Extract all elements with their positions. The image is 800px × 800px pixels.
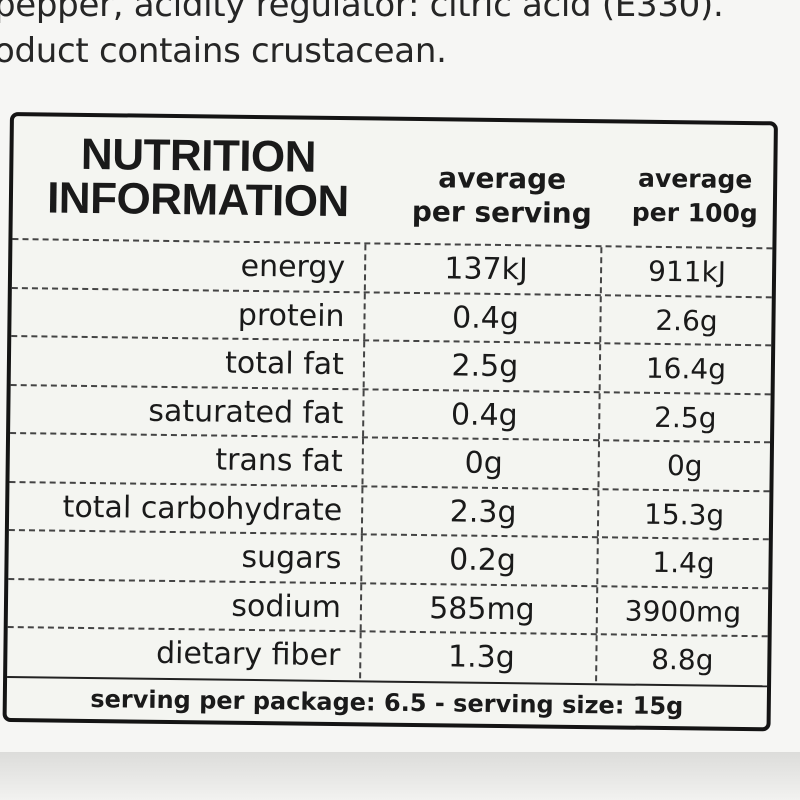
nutrient-name: energy bbox=[240, 248, 346, 286]
column-header-line: per serving bbox=[411, 194, 592, 231]
per-100g-value: 3900mg bbox=[595, 586, 769, 635]
nutrient-name: saturated fat bbox=[148, 393, 344, 431]
column-header-line: average bbox=[637, 163, 753, 195]
title-line: INFORMATION bbox=[46, 173, 350, 227]
per-100g-value: 1.4g bbox=[596, 538, 769, 587]
per-100g-value: 0g bbox=[597, 441, 771, 490]
per-100g-value: 911kJ bbox=[599, 247, 773, 296]
nutrient-name: trans fat bbox=[215, 442, 343, 480]
nutrient-name: total fat bbox=[224, 345, 345, 383]
ingredients-text: pepper, acidity regulator: citric acid (… bbox=[0, 0, 800, 74]
ingredients-line: oduct contains crustacean. bbox=[0, 31, 447, 71]
per-100g-value: 15.3g bbox=[596, 489, 770, 538]
per-serving-value: 2.3g bbox=[360, 486, 604, 536]
per-100g-value: 2.5g bbox=[598, 392, 771, 441]
per-serving-value: 0.4g bbox=[362, 389, 605, 439]
column-header-per-100g: average per 100g bbox=[613, 161, 778, 231]
nutrition-title: NUTRITION INFORMATION bbox=[35, 130, 362, 227]
nutrition-rows: energy 137kJ 911kJ protein 0.4g 2.6g tot… bbox=[7, 238, 773, 684]
nutrient-name: sodium bbox=[231, 588, 342, 625]
column-header-per-serving: average per serving bbox=[395, 161, 610, 232]
table-row: dietary fiber 1.3g 8.8g bbox=[7, 626, 768, 684]
serving-info-footer: serving per package: 6.5 - serving size:… bbox=[6, 676, 768, 728]
per-serving-value: 2.5g bbox=[362, 341, 606, 391]
per-serving-value: 137kJ bbox=[363, 244, 607, 294]
per-serving-value: 0.4g bbox=[363, 292, 606, 342]
nutrient-name: protein bbox=[237, 297, 345, 334]
nutrition-panel: NUTRITION INFORMATION average per servin… bbox=[2, 112, 778, 732]
per-serving-value: 585mg bbox=[359, 583, 603, 633]
column-header-line: per 100g bbox=[631, 197, 758, 229]
column-header-line: average bbox=[438, 161, 567, 196]
nutrition-header: NUTRITION INFORMATION average per servin… bbox=[13, 116, 774, 243]
ingredients-line: pepper, acidity regulator: citric acid (… bbox=[0, 0, 724, 25]
per-serving-value: 0g bbox=[361, 438, 605, 488]
per-100g-value: 2.6g bbox=[599, 295, 772, 344]
nutrient-name: total carbohydrate bbox=[62, 489, 343, 528]
nutrient-name: sugars bbox=[241, 539, 342, 577]
per-serving-value: 1.3g bbox=[359, 632, 602, 682]
per-serving-value: 0.2g bbox=[360, 535, 603, 585]
nutrient-name: dietary fiber bbox=[155, 635, 341, 674]
per-100g-value: 16.4g bbox=[598, 344, 772, 393]
per-100g-value: 8.8g bbox=[595, 635, 768, 684]
label-bottom-edge bbox=[0, 752, 800, 800]
